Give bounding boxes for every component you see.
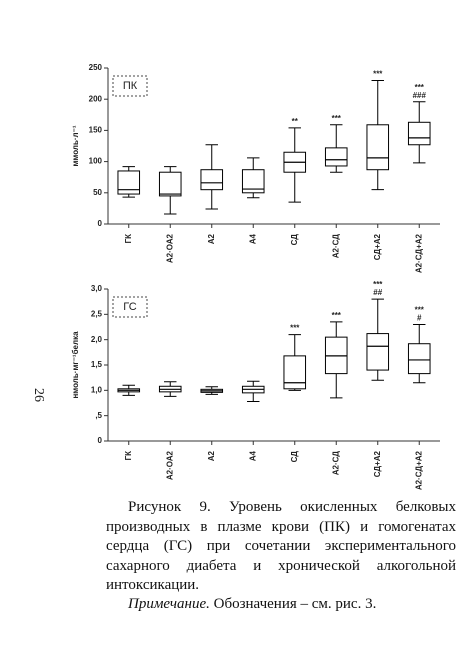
whisker-low bbox=[122, 194, 135, 198]
whisker-low bbox=[164, 195, 177, 215]
y-axis-label: нмоль·мг⁻¹белка bbox=[71, 331, 80, 399]
legend-label: ПК bbox=[123, 80, 138, 92]
y-tick-label: 0 bbox=[98, 219, 103, 228]
whisker-high bbox=[330, 321, 343, 338]
whisker-high bbox=[122, 166, 135, 171]
note-label: Примечание. bbox=[128, 596, 210, 612]
y-tick-label: 1,0 bbox=[91, 385, 103, 394]
annotation: *** bbox=[373, 70, 383, 79]
box bbox=[407, 121, 431, 146]
y-tick-label: 200 bbox=[89, 94, 103, 103]
x-tick-label: А2·СД bbox=[331, 451, 340, 476]
y-tick-label: ,5 bbox=[95, 411, 102, 420]
note-text: Обозначения – см. рис. 3. bbox=[213, 596, 377, 612]
box bbox=[366, 333, 390, 371]
box bbox=[324, 147, 348, 167]
whisker-low bbox=[413, 144, 426, 164]
whisker-high bbox=[164, 381, 177, 387]
whisker-low bbox=[371, 169, 384, 191]
whisker-low bbox=[330, 373, 343, 399]
whisker-high bbox=[205, 144, 218, 170]
x-tick-label: А2·ОА2 bbox=[165, 450, 174, 480]
whisker-high bbox=[247, 380, 260, 387]
x-tick-label: СД+А2 bbox=[373, 233, 382, 260]
legend-box bbox=[112, 296, 148, 318]
annotation: *** bbox=[290, 324, 300, 333]
x-tick-label: А2 bbox=[207, 233, 216, 244]
annotation: ## bbox=[373, 288, 382, 297]
page-number: 26 bbox=[31, 388, 46, 402]
x-tick-label: ГК bbox=[124, 451, 133, 461]
whisker-high bbox=[164, 166, 177, 173]
box bbox=[366, 124, 390, 171]
whisker-high bbox=[247, 157, 260, 170]
annotation: *** bbox=[373, 280, 383, 289]
whisker-low bbox=[247, 192, 260, 199]
caption: Рисунок 9. Уровень окисленных белковых п… bbox=[106, 499, 456, 593]
whisker-high bbox=[413, 101, 426, 123]
x-tick-label: А2·ОА2 bbox=[165, 233, 174, 263]
y-tick-label: 0 bbox=[98, 436, 103, 445]
x-tick-label: СД+А2 bbox=[373, 450, 382, 477]
whisker-low bbox=[371, 370, 384, 381]
x-tick-label: А2·СД+А2 bbox=[414, 450, 423, 490]
note: Примечание. Обозначения – см. рис. 3. bbox=[106, 596, 456, 613]
y-tick-label: 150 bbox=[89, 126, 103, 135]
whisker-low bbox=[288, 172, 301, 203]
box bbox=[158, 171, 182, 197]
y-tick-label: 100 bbox=[89, 157, 103, 166]
whisker-low bbox=[330, 165, 343, 173]
x-tick-label: А2·СД bbox=[331, 234, 340, 259]
annotation: *** bbox=[332, 311, 342, 320]
legend-box bbox=[112, 75, 148, 97]
legend-label: ГС bbox=[123, 301, 136, 313]
annotation: *** bbox=[415, 306, 425, 315]
x-tick-label: ГК bbox=[124, 234, 133, 244]
box bbox=[241, 169, 265, 194]
x-tick-label: А2 bbox=[207, 450, 216, 461]
x-tick-label: СД bbox=[290, 451, 299, 463]
annotation: ** bbox=[292, 117, 299, 126]
whisker-high bbox=[371, 298, 384, 334]
whisker-high bbox=[288, 127, 301, 153]
whisker-low bbox=[122, 391, 135, 396]
x-tick-label: СД bbox=[290, 234, 299, 246]
x-tick-label: А4 bbox=[248, 233, 257, 244]
box bbox=[283, 355, 307, 390]
whisker-high bbox=[330, 124, 343, 148]
whisker-low bbox=[164, 391, 177, 397]
whisker-high bbox=[371, 79, 384, 125]
annotation: *** bbox=[332, 114, 342, 123]
y-tick-label: 50 bbox=[93, 188, 102, 197]
whisker-high bbox=[413, 323, 426, 344]
whisker-high bbox=[288, 334, 301, 356]
annotation: ### bbox=[413, 91, 427, 100]
annotation: *** bbox=[415, 83, 425, 92]
box bbox=[117, 170, 141, 195]
annotation: # bbox=[417, 314, 422, 323]
whisker-high bbox=[122, 384, 135, 389]
whisker-low bbox=[205, 189, 218, 210]
y-axis-label: ммоль·л⁻¹ bbox=[71, 125, 80, 166]
x-tick-label: А4 bbox=[248, 450, 257, 461]
y-tick-label: 250 bbox=[89, 63, 103, 72]
box bbox=[200, 169, 224, 191]
y-tick-label: 3,0 bbox=[91, 284, 103, 293]
y-tick-label: 2,0 bbox=[91, 335, 103, 344]
y-tick-label: 1,5 bbox=[91, 360, 103, 369]
box bbox=[407, 343, 431, 375]
whisker-low bbox=[247, 392, 260, 402]
y-tick-label: 2,5 bbox=[91, 309, 103, 318]
x-tick-label: А2·СД+А2 bbox=[414, 233, 423, 273]
whisker-low bbox=[413, 373, 426, 384]
